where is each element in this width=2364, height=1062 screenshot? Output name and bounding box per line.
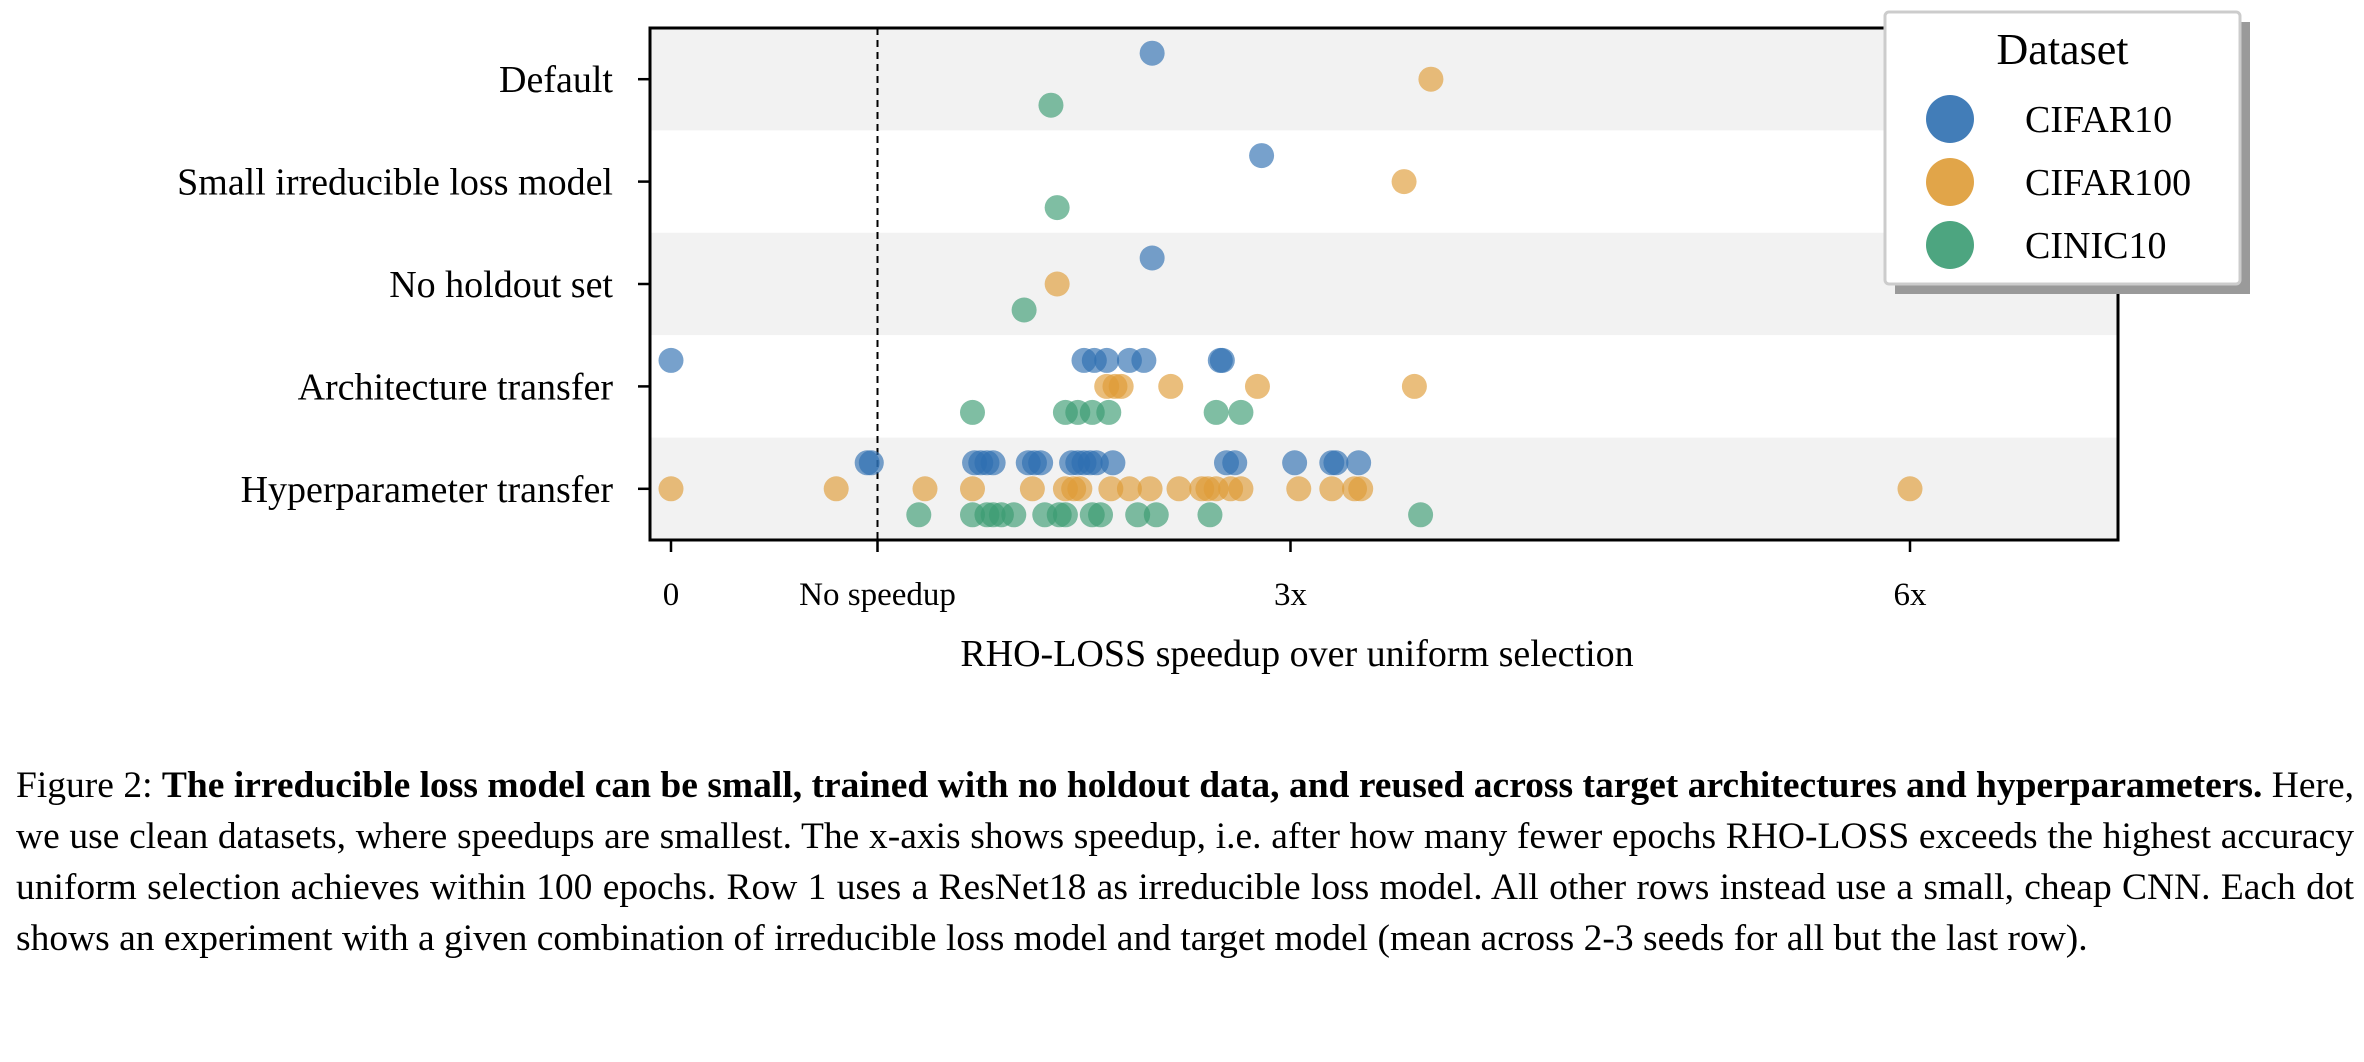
data-point-cifar100 [1401, 373, 1427, 399]
data-point-cifar100 [1158, 373, 1184, 399]
y-tick-label: Default [499, 59, 613, 101]
y-tick-label: No holdout set [389, 264, 613, 306]
caption-label: Figure 2: [16, 765, 153, 806]
row-band [650, 28, 2118, 131]
data-point-cinic10 [1052, 502, 1078, 528]
data-point-cifar100 [1166, 476, 1192, 502]
y-tick-label: Hyperparameter transfer [241, 469, 614, 511]
data-point-cifar100 [1116, 476, 1142, 502]
row-band [650, 335, 2118, 438]
data-point-cifar100 [1108, 373, 1134, 399]
data-point-cifar10 [980, 450, 1006, 476]
data-point-cifar100 [1137, 476, 1163, 502]
legend-box [1883, 10, 2242, 286]
figure-caption: Figure 2: The irreducible loss model can… [16, 760, 2354, 964]
x-tick-label: 6x [1894, 577, 1928, 613]
x-tick-label: 0 [663, 577, 680, 613]
scatter-chart: Default Small irreducible loss model No ho… [177, 10, 2250, 675]
x-axis-label: RHO-LOSS speedup over uniform selection [960, 633, 1633, 675]
row-band [650, 437, 2118, 540]
data-point-cinic10 [1408, 502, 1434, 528]
caption-bold-text: The irreducible loss model can be small,… [161, 765, 2263, 806]
data-point-cifar100 [1391, 169, 1417, 195]
legend: Dataset CIFAR10 CIFAR100 CINIC10 [1883, 10, 2250, 294]
legend-label-cinic10: CINIC10 [2025, 225, 2166, 267]
legend-label-cifar10: CIFAR10 [2025, 99, 2172, 141]
data-point-cinic10 [1001, 502, 1027, 528]
data-point-cifar10 [1222, 450, 1248, 476]
data-point-cinic10 [1203, 399, 1229, 425]
row-bands [650, 28, 2118, 540]
data-point-cinic10 [1197, 502, 1223, 528]
data-point-cifar100 [1286, 476, 1312, 502]
data-point-cifar10 [1249, 143, 1275, 169]
data-point-cinic10 [1096, 399, 1122, 425]
data-point-cifar100 [1418, 66, 1444, 92]
data-point-cifar10 [1346, 450, 1372, 476]
data-point-cifar100 [658, 476, 684, 502]
row-band [650, 130, 2118, 233]
legend-marker-cifar100 [1926, 158, 1974, 206]
data-point-cifar100 [823, 476, 849, 502]
data-point-cifar10 [858, 450, 884, 476]
data-point-cinic10 [1228, 399, 1254, 425]
data-point-cinic10 [1125, 502, 1151, 528]
data-point-cinic10 [1088, 502, 1114, 528]
data-point-cifar10 [1323, 450, 1349, 476]
data-point-cinic10 [1044, 195, 1070, 221]
data-point-cifar100 [1319, 476, 1345, 502]
data-point-cifar10 [1139, 245, 1165, 271]
legend-marker-cifar10 [1926, 95, 1974, 143]
x-tick-label: No speedup [799, 577, 956, 613]
data-point-cifar100 [959, 476, 985, 502]
y-axis: Default Small irreducible loss model No ho… [177, 59, 650, 511]
legend-label-cifar100: CIFAR100 [2025, 162, 2191, 204]
legend-title: Dataset [1997, 25, 2129, 74]
data-point-cifar10 [1139, 40, 1165, 66]
data-point-cifar10 [1028, 450, 1054, 476]
legend-marker-cinic10 [1926, 221, 1974, 269]
data-point-cifar100 [1044, 271, 1070, 297]
data-point-cifar10 [1094, 347, 1120, 373]
x-axis: 0 No speedup 3x 6x [663, 540, 1927, 613]
y-tick-label: Architecture transfer [298, 366, 614, 408]
data-point-cifar100 [912, 476, 938, 502]
data-point-cifar10 [1100, 450, 1126, 476]
data-point-cifar100 [1228, 476, 1254, 502]
row-band [650, 232, 2118, 336]
data-point-cifar10 [658, 347, 684, 373]
data-point-cifar10 [1282, 450, 1308, 476]
data-point-cinic10 [906, 502, 932, 528]
data-point-cifar100 [1098, 476, 1124, 502]
caption-text: Here, we use clean datasets, where speed… [16, 765, 2354, 959]
data-point-cifar100 [1067, 476, 1093, 502]
data-point-cifar100 [1897, 476, 1923, 502]
data-point-cifar100 [1019, 476, 1045, 502]
y-tick-label: Small irreducible loss model [177, 162, 613, 204]
data-points [658, 40, 1923, 528]
data-point-cifar100 [1244, 373, 1270, 399]
data-point-cinic10 [959, 399, 985, 425]
data-point-cifar10 [1131, 347, 1157, 373]
data-point-cifar100 [1348, 476, 1374, 502]
data-point-cinic10 [1011, 297, 1037, 323]
data-point-cinic10 [1143, 502, 1169, 528]
x-tick-label: 3x [1274, 577, 1308, 613]
data-point-cinic10 [1038, 92, 1064, 118]
data-point-cifar10 [1209, 347, 1235, 373]
